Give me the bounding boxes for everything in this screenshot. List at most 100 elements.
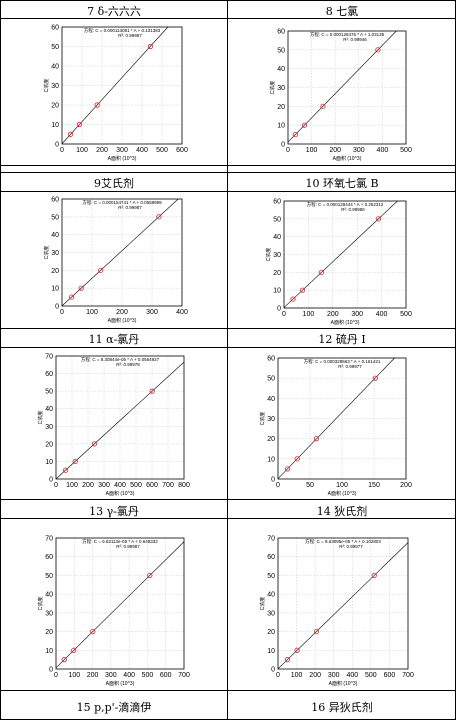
- calibration-chart-5: 0 100 200 300 400 500 600 700 800 0 10 20 30 40 50 60 70…: [37, 354, 190, 498]
- calibration-chart-1: 0 100 200 300 400 500 600 0 10 20 30 40 50 60 方程: C = …: [43, 25, 188, 163]
- chart-2-y-tick-label: 20: [277, 104, 285, 111]
- chart-5-x-tick-label: 800: [178, 482, 190, 489]
- calibration-chart-7: 0 100 200 300 400 500 600 700 0 10 20 30 40 50 60 70 方程:…: [37, 536, 190, 688]
- chart-8-y-tick-label: 30: [267, 610, 275, 617]
- chart-4-y-tick-label: 30: [273, 252, 281, 259]
- chart-3-x-tick-label: 100: [86, 309, 98, 316]
- chart-8-data-point: [294, 647, 300, 653]
- chart-2-y-tick-label: 10: [277, 123, 285, 130]
- chart-5-data-point: [91, 441, 98, 447]
- chart-5-x-tick-label: 0: [54, 482, 58, 489]
- chart-5-data-point: [149, 388, 155, 394]
- chart-4-x-tick-label: 300: [351, 311, 363, 318]
- chart-7-y-tick-label: 50: [45, 573, 53, 580]
- chart-1-y-tick-label: 50: [51, 44, 59, 51]
- chart-6-x-tick-label: 100: [336, 482, 348, 489]
- chart-6-y-tick-label: 0: [271, 477, 275, 484]
- chart-7-y-tick-label: 60: [45, 554, 53, 561]
- chart-4-data-point: [290, 296, 296, 302]
- chart-3-y-tick-label: 60: [51, 197, 59, 204]
- chart-2-y-tick-label: 30: [277, 85, 285, 92]
- chart-5-r-squared: R²: 0.99978: [116, 362, 140, 367]
- chart-8-y-axis-label: C浓度: [259, 597, 266, 611]
- chart-1-y-tick-label: 10: [51, 122, 59, 129]
- chart-5-fit-line: [55, 361, 185, 480]
- chart-2-data-point: [320, 103, 326, 109]
- chart-2-y-tick-label: 50: [277, 47, 285, 54]
- chart-4-y-tick-label: 20: [273, 270, 281, 277]
- chart-8-x-tick-label: 700: [402, 672, 414, 679]
- chart-5-x-tick-label: 300: [98, 482, 110, 489]
- chart-7-data-point: [61, 657, 67, 663]
- chart-1-x-tick-label: 200: [96, 147, 108, 154]
- chart-6-x-axis-label: A面积 (10^3): [328, 490, 357, 497]
- chart-3-data-point: [78, 285, 84, 291]
- chart-2-x-tick-label: 100: [306, 147, 318, 154]
- chart-7-equation: 方程: C = 9.62113e-05 * A + 0.649332: [82, 538, 158, 545]
- chart-8-equation: 方程: C = 9.63095e-05 * A + 0.102803: [305, 538, 381, 545]
- chart-5-x-tick-label: 500: [130, 482, 142, 489]
- chart-1-data-point: [94, 102, 100, 108]
- chart-8-x-tick-label: 400: [346, 672, 358, 679]
- chart-6-data-point: [284, 466, 291, 472]
- chart-1-y-tick-label: 30: [51, 83, 59, 90]
- chart-5-y-tick-label: 50: [45, 389, 53, 396]
- chart-4-data-point: [318, 269, 325, 275]
- chart-2-x-tick-label: 200: [329, 147, 341, 154]
- chart-5-y-tick-label: 60: [45, 371, 53, 378]
- chart-8-x-tick-label: 600: [384, 672, 396, 679]
- chart-3-y-tick-label: 0: [55, 304, 59, 311]
- chart-5-plot-frame: [55, 355, 185, 480]
- chart-6-title: 12 硫丹 I: [318, 333, 366, 346]
- chart-3-data-point: [68, 294, 75, 300]
- chart-8-x-tick-label: 200: [309, 672, 321, 679]
- chart-1-y-tick-label: 20: [51, 103, 59, 110]
- chart-2-data-point: [292, 131, 298, 138]
- chart-6-y-axis-label: C浓度: [259, 412, 266, 426]
- chart-1-r-squared: R²: 0.99987: [118, 33, 142, 38]
- chart-6-r-squared: R²: 0.99977: [338, 364, 362, 369]
- calibration-chart-8: 0 100 200 300 400 500 600 700 0 10 20 30 40 50 60 70 方程:…: [259, 536, 414, 688]
- chart-1-title: 7 δ-六六六: [87, 5, 141, 18]
- chart-7-x-tick-label: 700: [178, 672, 190, 679]
- chart-6-x-tick-label: 150: [368, 482, 380, 489]
- footer-title-16: 16 异狄氏剂: [311, 701, 373, 714]
- chart-3-x-tick-label: 300: [146, 309, 158, 316]
- chart-3-y-tick-label: 40: [51, 232, 59, 239]
- chart-1-y-tick-label: 0: [55, 142, 59, 149]
- chart-3-x-tick-label: 0: [60, 309, 64, 316]
- chart-5-y-tick-label: 20: [45, 441, 53, 448]
- chart-1-data-point: [147, 43, 154, 50]
- chart-6-y-tick-label: 10: [267, 456, 275, 463]
- chart-1-x-tick-label: 0: [60, 147, 64, 154]
- chart-7-data-point: [71, 647, 77, 653]
- chart-8-x-tick-label: 500: [365, 672, 377, 679]
- chart-5-y-tick-label: 40: [45, 406, 53, 413]
- chart-3-data-point: [98, 267, 104, 273]
- chart-6-fit-line: [277, 357, 395, 479]
- chart-5-x-tick-label: 400: [114, 482, 126, 489]
- chart-4-x-tick-label: 200: [327, 311, 339, 318]
- chart-7-x-tick-label: 0: [54, 672, 58, 679]
- chart-5-x-tick-label: 600: [146, 482, 158, 489]
- chart-1-x-axis-label: A面积 (10^3): [108, 155, 137, 162]
- chart-6-y-tick-label: 60: [267, 356, 275, 363]
- chart-1-fit-line: [61, 26, 169, 144]
- chart-8-y-tick-label: 10: [267, 648, 275, 655]
- chart-7-plot-frame: [55, 537, 185, 670]
- chart-8-x-tick-label: 0: [276, 672, 280, 679]
- chart-8-plot-frame: [277, 537, 409, 670]
- chart-7-y-axis-label: C浓度: [37, 597, 44, 611]
- chart-7-y-tick-label: 0: [49, 667, 53, 674]
- chart-5-x-axis-label: A面积 (10^3): [106, 490, 135, 497]
- chart-5-x-tick-label: 700: [162, 482, 174, 489]
- chart-3-equation: 方程: C = 0.000154741 * A + 0.0558999: [82, 199, 162, 206]
- chart-8-x-tick-label: 100: [291, 672, 303, 679]
- chart-5-x-tick-label: 100: [66, 482, 78, 489]
- chart-6-y-tick-label: 30: [267, 416, 275, 423]
- chart-5-x-tick-label: 200: [82, 482, 94, 489]
- chart-6-plot-frame: [277, 357, 407, 480]
- chart-8-data-point: [371, 572, 377, 579]
- chart-1-x-tick-label: 500: [156, 147, 168, 154]
- chart-2-y-tick-label: 60: [277, 29, 285, 36]
